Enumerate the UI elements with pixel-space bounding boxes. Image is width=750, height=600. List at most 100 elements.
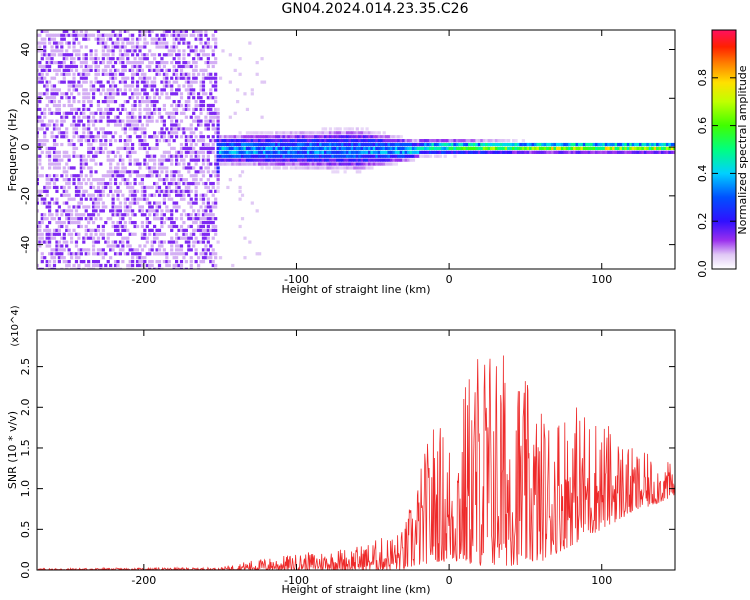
spectrogram-cell <box>155 100 159 104</box>
spectrogram-cell <box>192 209 196 213</box>
spectrogram-cell <box>196 228 201 232</box>
spectrogram-cell <box>358 142 362 147</box>
spectrogram-cell <box>145 92 149 96</box>
spectrogram-cell <box>240 170 245 174</box>
spectrogram-cell <box>421 139 425 143</box>
spectrogram-cell <box>204 41 208 45</box>
spectrogram-cell <box>167 49 171 53</box>
spectrogram-cell <box>150 100 154 104</box>
spectrogram-cell <box>196 115 201 119</box>
spectrogram-cell <box>67 111 71 115</box>
spectrogram-cell <box>37 166 39 170</box>
spectrogram-cell <box>533 142 538 147</box>
spectrogram-cell <box>253 162 257 166</box>
spectrogram-cell <box>121 72 125 76</box>
spectrogram-cell <box>350 127 355 131</box>
spectrogram-cell <box>131 96 135 100</box>
spectrogram-cell <box>45 84 49 88</box>
spectrogram-cell <box>133 119 137 123</box>
spectrogram-cell <box>72 181 76 186</box>
spectrogram-cell <box>607 146 611 151</box>
spectrogram-cell <box>40 92 44 96</box>
spectrogram-cell <box>67 88 71 92</box>
spectrogram-cell <box>380 135 384 139</box>
spectrogram-cell <box>204 53 208 57</box>
spectrogram-cell <box>209 189 213 193</box>
spectrogram-cell <box>402 154 406 158</box>
spectrogram-cell <box>99 60 103 65</box>
spectrogram-cell <box>45 201 49 205</box>
spectrogram-cell <box>128 135 132 139</box>
spectrogram-cell <box>409 142 413 147</box>
spectrogram-cell <box>116 259 120 264</box>
spectrogram-cell <box>140 236 145 240</box>
spectrogram-cell <box>138 244 142 248</box>
spectrogram-cell <box>211 181 215 186</box>
spectrogram-cell <box>106 33 110 37</box>
spectrogram-cell <box>52 201 57 205</box>
spectrogram-cell <box>96 119 101 123</box>
spectrogram-cell <box>248 158 252 162</box>
spectrogram-cell <box>194 174 198 178</box>
spectrogram-cell <box>87 107 91 112</box>
spectrogram-cell <box>79 84 83 88</box>
spectrogram-cell <box>206 232 210 236</box>
spectrogram-cell <box>629 150 633 154</box>
spectrogram-cell <box>38 45 42 49</box>
spectrogram-cell <box>201 162 206 166</box>
spectrogram-cell <box>79 224 83 229</box>
colorbar-gradient <box>711 29 737 270</box>
spectrogram-cell <box>65 33 69 37</box>
spectrogram-cell <box>353 166 357 170</box>
spectrogram-cell <box>50 92 54 96</box>
spectrogram-cell <box>121 244 125 248</box>
spectrogram-cell <box>135 53 140 57</box>
spectrogram-cell <box>109 119 113 123</box>
spectrogram-cell <box>67 139 71 143</box>
spectrogram-cell <box>89 135 93 139</box>
spectrogram-cell <box>162 166 166 170</box>
spectrogram-cell <box>99 197 103 201</box>
spectrogram-cell <box>111 224 115 229</box>
spectrogram-cell <box>87 135 91 139</box>
spectrogram-cell <box>204 127 208 131</box>
spectrogram-cell <box>143 53 147 57</box>
spectrogram-cell <box>111 170 115 174</box>
spectrogram-cell <box>643 150 648 154</box>
spectrogram-cell <box>153 100 157 104</box>
spectrogram-cell <box>104 64 108 69</box>
spectrogram-cell <box>87 115 91 119</box>
spectrogram-cell <box>77 115 81 119</box>
spectrogram-cell <box>84 92 88 96</box>
spectrogram-cell <box>82 158 86 162</box>
spectrogram-cell <box>182 193 186 197</box>
spectrogram-cell <box>184 154 188 158</box>
spectrogram-cell <box>382 158 386 162</box>
spectrogram-cell <box>165 209 169 213</box>
spectrogram-cell <box>45 154 49 158</box>
spectrogram-cell <box>145 240 149 244</box>
spectrogram-cell <box>292 146 296 151</box>
spectrogram-cell <box>69 123 74 127</box>
spectrogram-cell <box>96 236 101 240</box>
spectrogram-cell <box>201 217 206 221</box>
spectrogram-cell <box>172 174 176 178</box>
spectrogram-cell <box>214 80 218 84</box>
spectrogram-cell <box>123 49 127 53</box>
spectrogram-cell <box>175 185 179 190</box>
spectrogram-cell <box>87 236 91 240</box>
spectrogram-cell <box>48 252 52 256</box>
spectrogram-cell <box>204 213 208 217</box>
spectrogram-cell <box>372 162 377 166</box>
spectrogram-cell <box>189 33 193 37</box>
spectrogram-cell <box>487 139 491 143</box>
spectrogram-cell <box>74 49 79 53</box>
spectrogram-cell <box>121 45 125 49</box>
spectrogram-cell <box>62 103 66 108</box>
spectrogram-cell <box>189 146 193 151</box>
spectrogram-cell <box>441 146 445 151</box>
spectrogram-cell <box>187 96 191 100</box>
spectrogram-cell <box>492 146 496 151</box>
spectrogram-cell <box>428 139 433 143</box>
spectrogram-cell <box>172 80 176 84</box>
